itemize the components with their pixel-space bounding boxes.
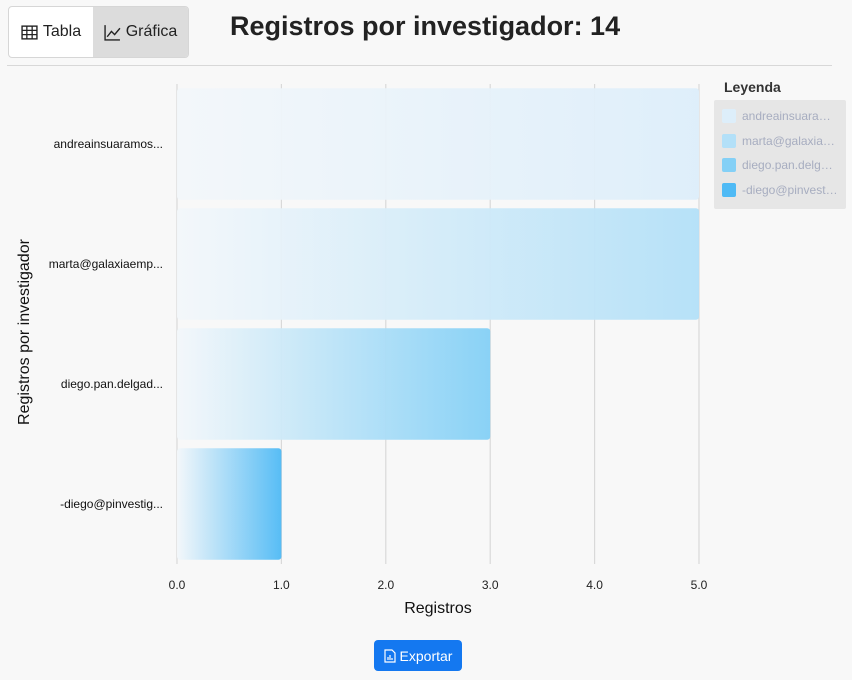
chart-view-button[interactable]: Gráfica <box>93 7 188 57</box>
legend-swatch <box>722 182 736 197</box>
y-axis-title: Registros por investigador <box>16 238 33 425</box>
legend-item[interactable]: andreainsuaramos... <box>714 104 846 129</box>
table-icon <box>21 24 38 40</box>
legend-swatch <box>722 133 736 148</box>
legend-swatch <box>722 109 736 124</box>
bar-chart: andreainsuaramos... marta@galaxiaemp... di… <box>16 84 708 617</box>
x-tick-label: 1.0 <box>273 578 290 592</box>
export-label: Exportar <box>399 647 453 664</box>
x-tick-label: 4.0 <box>586 578 603 592</box>
legend: andreainsuaramos... marta@galaxiaemp... di… <box>714 100 846 209</box>
bar[interactable] <box>177 328 491 440</box>
table-view-label: Tabla <box>42 23 82 40</box>
category-label: -diego@pinvestig... <box>60 497 163 511</box>
line-chart-icon <box>104 24 121 41</box>
table-view-button[interactable]: Tabla <box>9 7 93 57</box>
legend-item-label: -diego@pinvestig... <box>742 182 838 197</box>
x-tick-label: 0.0 <box>169 578 186 592</box>
chart-view-label: Gráfica <box>125 23 178 40</box>
x-tick-label: 2.0 <box>377 578 394 592</box>
export-button[interactable]: Exportar <box>374 640 462 671</box>
bar[interactable] <box>177 448 282 560</box>
legend-item-label: andreainsuaramos... <box>742 109 838 124</box>
legend-item[interactable]: marta@galaxiaemp... <box>714 129 846 154</box>
category-label: marta@galaxiaemp... <box>49 257 163 271</box>
legend-title: Leyenda <box>724 79 781 95</box>
legend-item[interactable]: diego.pan.delgad... <box>714 153 846 178</box>
bar[interactable] <box>177 88 699 200</box>
x-tick-label: 5.0 <box>691 578 708 592</box>
file-chart-icon <box>383 648 396 663</box>
legend-item-label: diego.pan.delgad... <box>742 158 838 173</box>
legend-item[interactable]: -diego@pinvestig... <box>714 178 846 203</box>
x-axis-title: Registros <box>404 600 472 617</box>
header-divider <box>7 65 832 66</box>
category-label: andreainsuaramos... <box>54 137 163 151</box>
view-toggle: Tabla Gráfica <box>8 6 189 58</box>
legend-swatch <box>722 158 736 173</box>
legend-item-label: marta@galaxiaemp... <box>742 133 838 148</box>
page-title: Registros por investigador: 14 <box>230 11 621 41</box>
bar[interactable] <box>177 208 699 320</box>
category-label: diego.pan.delgad... <box>61 377 163 391</box>
x-tick-label: 3.0 <box>482 578 499 592</box>
